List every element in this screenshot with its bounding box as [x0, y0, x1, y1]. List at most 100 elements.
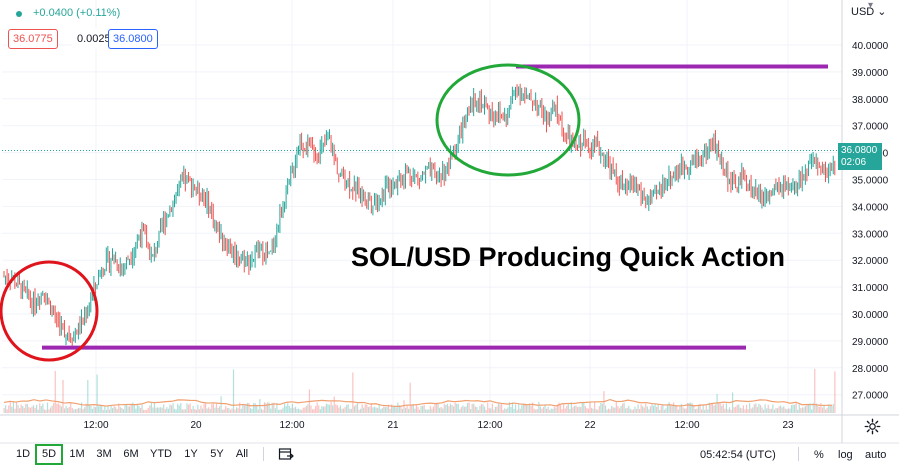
volume-bar — [601, 403, 603, 413]
volume-bar — [783, 406, 785, 413]
percent-scale-toggle[interactable]: % — [814, 449, 824, 461]
volume-bar — [423, 404, 425, 413]
divider — [798, 447, 799, 461]
x-tick-label: 12:00 — [477, 420, 502, 431]
volume-bar — [271, 402, 273, 413]
range-6m[interactable]: 6M — [123, 448, 139, 460]
volume-bar — [711, 402, 714, 413]
volume-bar — [101, 406, 103, 413]
volume-bar — [473, 403, 475, 413]
range-5d[interactable]: 5D — [35, 444, 63, 465]
volume-bar — [257, 409, 259, 413]
annotations: SOL/USD Producing Quick Action — [0, 63, 842, 362]
volume-bar — [119, 407, 121, 413]
range-ytd[interactable]: YTD — [150, 448, 172, 460]
volume-bar — [454, 402, 456, 413]
volume-bar — [31, 406, 33, 413]
log-scale-toggle[interactable]: log — [838, 449, 853, 461]
volume-bar — [690, 402, 692, 413]
volume-bar — [248, 403, 250, 413]
volume-bar — [14, 408, 16, 413]
volume-bar — [85, 403, 87, 413]
volume-bar — [569, 408, 571, 413]
volume-bar — [600, 403, 602, 413]
volume-bar — [688, 402, 690, 413]
volume-bar — [327, 404, 329, 413]
volume-ma-line — [3, 398, 833, 407]
volume-bar — [243, 405, 245, 413]
volume-bar — [659, 409, 661, 413]
volume-bar — [113, 406, 115, 413]
volume-bar — [284, 403, 286, 413]
volume-bar — [459, 409, 461, 413]
volume-bar — [99, 405, 101, 413]
volume-bar — [597, 409, 599, 413]
auto-scale-toggle[interactable]: auto — [865, 449, 887, 461]
range-1d[interactable]: 1D — [15, 448, 31, 460]
volume-bar — [527, 405, 529, 413]
gear-icon[interactable] — [864, 418, 881, 435]
volume-bar — [713, 405, 715, 413]
volume-bar — [451, 405, 453, 413]
range-1m[interactable]: 1M — [69, 448, 85, 460]
volume-bar — [721, 405, 723, 413]
volume-bar — [728, 407, 731, 413]
volume-bar — [253, 403, 255, 413]
y-tick-label: 32.0000 — [852, 256, 889, 267]
volume-bar — [776, 408, 779, 413]
volume-bar — [256, 405, 258, 413]
volume-bar — [770, 408, 772, 413]
volume-bar — [660, 405, 662, 413]
volume-bar — [801, 407, 803, 413]
currency-selector[interactable]: USD ⌄ — [851, 5, 887, 18]
volume-bar — [161, 407, 163, 413]
volume-bar — [73, 409, 75, 413]
volume-bar — [710, 404, 712, 413]
volume-bar — [246, 402, 249, 413]
utc-clock[interactable]: 05:42:54 (UTC) — [700, 449, 776, 461]
volume-bar — [794, 404, 796, 413]
scroll-up-arrow-icon[interactable]: ▾ — [868, 0, 874, 11]
volume-bar — [792, 404, 794, 413]
range-3m[interactable]: 3M — [96, 448, 112, 460]
y-tick-label: 29.0000 — [852, 337, 889, 348]
volume-bar — [136, 404, 138, 413]
volume-bar — [79, 408, 81, 413]
volume-bar — [621, 403, 624, 413]
volume-bar — [685, 408, 687, 413]
range-all[interactable]: All — [235, 448, 249, 460]
volume-bar — [547, 406, 549, 413]
volume-bar — [132, 402, 134, 413]
volume-bar — [150, 402, 152, 413]
volume-bar — [701, 409, 703, 413]
volume-bar — [316, 402, 318, 413]
range-5y[interactable]: 5Y — [210, 448, 224, 460]
volume-bar — [552, 408, 554, 413]
volume-bar — [797, 409, 799, 413]
volume-bar — [169, 404, 171, 413]
volume-bar — [535, 409, 537, 413]
volume-bar — [36, 404, 38, 413]
volume-bar — [54, 370, 56, 413]
date-range-icon[interactable] — [278, 447, 294, 461]
volume-bar — [187, 404, 190, 413]
volume-bar — [550, 408, 552, 413]
volume-bar — [604, 405, 607, 413]
volume-bar — [767, 404, 769, 413]
range-1y[interactable]: 1Y — [184, 448, 198, 460]
volume-bar — [144, 409, 146, 413]
ask-price[interactable]: 36.0800 — [108, 29, 158, 49]
volume-bar — [567, 403, 569, 413]
volume-bar — [291, 403, 293, 413]
volume-pane — [3, 368, 836, 413]
volume-bar — [485, 409, 487, 413]
volume-bar — [71, 407, 73, 413]
volume-bar — [102, 409, 104, 413]
volume-bar — [524, 403, 526, 413]
volume-bar — [302, 407, 304, 413]
volume-bar — [614, 407, 616, 413]
volume-bar — [344, 407, 346, 413]
bid-price[interactable]: 36.0775 — [8, 29, 58, 49]
volume-bar — [590, 407, 593, 413]
